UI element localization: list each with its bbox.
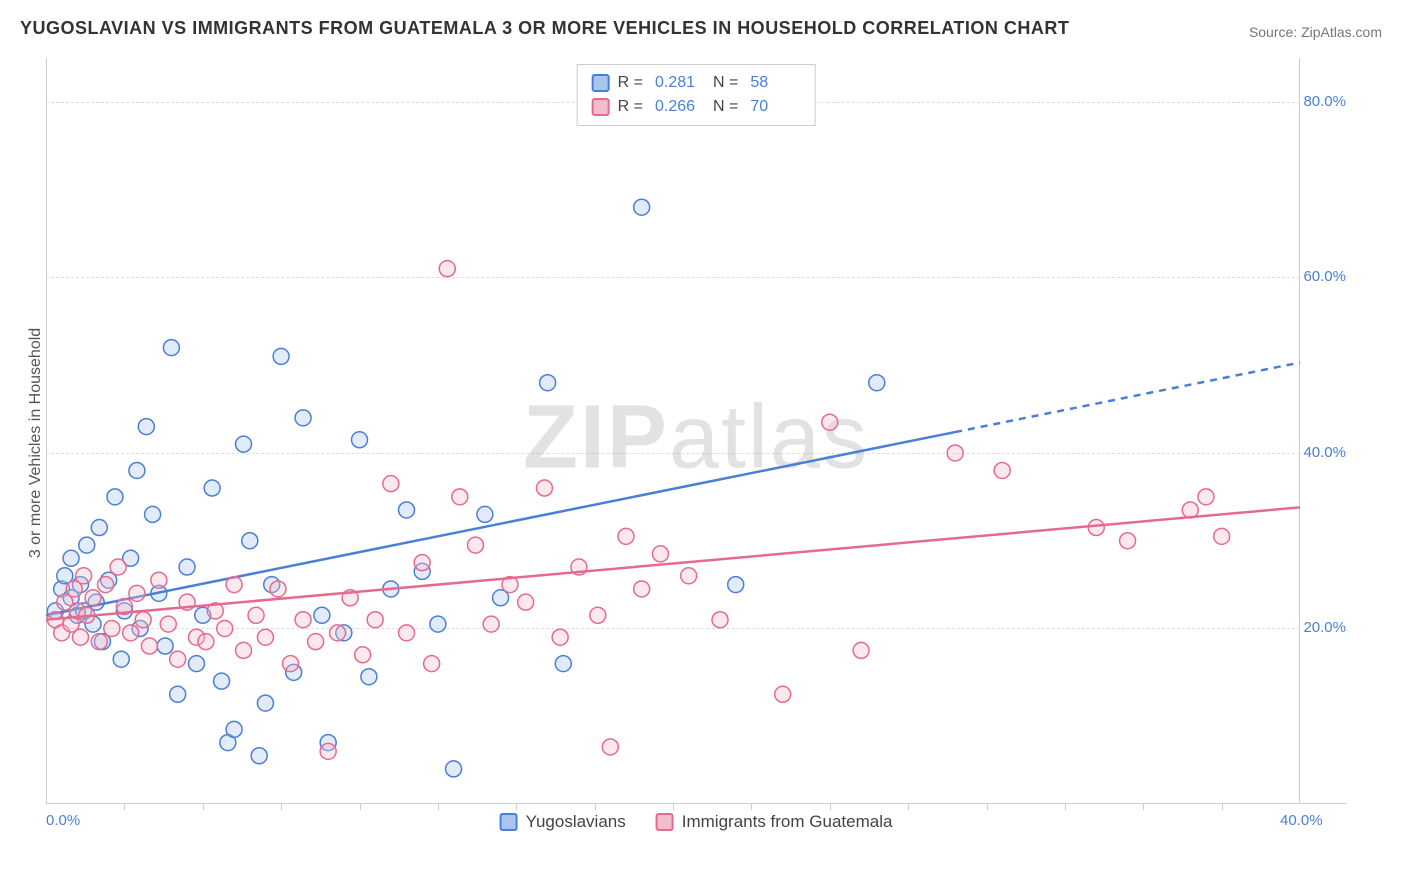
stats-legend: R = 0.281 N = 58 R = 0.266 N = 70	[577, 64, 816, 126]
source-attribution: Source: ZipAtlas.com	[1249, 24, 1382, 40]
stat-n-label-0: N =	[713, 71, 738, 95]
legend-swatch-yugoslavians	[500, 813, 518, 831]
stat-n-label-1: N =	[713, 95, 738, 119]
scatter-plot	[46, 58, 1346, 828]
chart-title: YUGOSLAVIAN VS IMMIGRANTS FROM GUATEMALA…	[20, 18, 1069, 39]
y-axis-label: 3 or more Vehicles in Household	[27, 328, 45, 558]
swatch-guatemala	[592, 98, 610, 116]
legend-item-yugoslavians: Yugoslavians	[500, 812, 626, 832]
chart-area: 3 or more Vehicles in Household 20.0%40.…	[46, 58, 1346, 828]
swatch-yugoslavians	[592, 74, 610, 92]
stats-row-guatemala: R = 0.266 N = 70	[592, 95, 801, 119]
series-legend: Yugoslavians Immigrants from Guatemala	[500, 812, 893, 832]
legend-label-guatemala: Immigrants from Guatemala	[682, 812, 893, 832]
stat-r-value-0: 0.281	[655, 71, 705, 95]
legend-label-yugoslavians: Yugoslavians	[526, 812, 626, 832]
stats-row-yugoslavians: R = 0.281 N = 58	[592, 71, 801, 95]
stat-r-label-1: R =	[618, 95, 643, 119]
stat-r-label-0: R =	[618, 71, 643, 95]
stat-n-value-1: 70	[750, 95, 800, 119]
stat-n-value-0: 58	[750, 71, 800, 95]
stat-r-value-1: 0.266	[655, 95, 705, 119]
legend-item-guatemala: Immigrants from Guatemala	[656, 812, 893, 832]
legend-swatch-guatemala	[656, 813, 674, 831]
